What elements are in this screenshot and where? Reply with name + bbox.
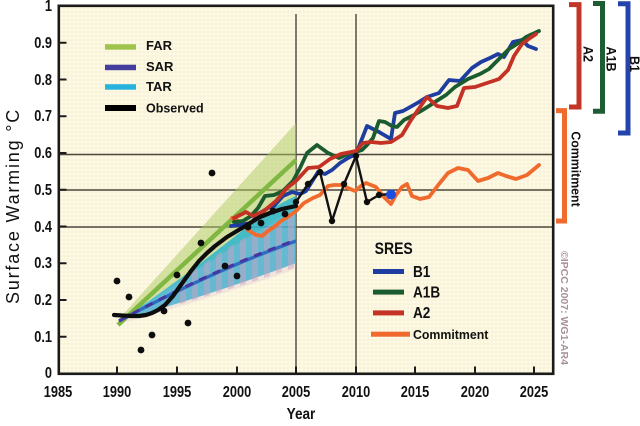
svg-text:0.6: 0.6 xyxy=(34,145,52,163)
svg-text:2010: 2010 xyxy=(342,384,370,402)
svg-text:Surface Warming °C: Surface Warming °C xyxy=(3,108,23,304)
svg-text:SAR: SAR xyxy=(146,59,174,74)
svg-text:B1: B1 xyxy=(413,264,430,281)
svg-text:A1B: A1B xyxy=(413,285,440,302)
svg-text:Year: Year xyxy=(287,406,316,421)
svg-text:2000: 2000 xyxy=(223,384,251,402)
svg-text:©IPCC 2007: WG1-AR4: ©IPCC 2007: WG1-AR4 xyxy=(558,251,570,365)
svg-text:1: 1 xyxy=(45,0,52,15)
svg-text:A2: A2 xyxy=(413,305,430,322)
svg-text:0.1: 0.1 xyxy=(34,329,52,347)
svg-text:0.3: 0.3 xyxy=(34,255,52,273)
svg-text:FAR: FAR xyxy=(146,38,173,53)
svg-text:A1B: A1B xyxy=(603,46,619,71)
svg-text:0.9: 0.9 xyxy=(34,35,52,53)
svg-text:2005: 2005 xyxy=(282,384,310,402)
svg-text:0.7: 0.7 xyxy=(34,108,52,126)
svg-text:B1: B1 xyxy=(627,56,640,73)
svg-text:0: 0 xyxy=(45,365,52,383)
svg-text:0.4: 0.4 xyxy=(34,219,52,237)
svg-text:0.5: 0.5 xyxy=(34,182,52,200)
svg-text:TAR: TAR xyxy=(146,79,172,94)
svg-text:Commitment: Commitment xyxy=(413,328,489,342)
svg-text:2020: 2020 xyxy=(461,384,489,402)
svg-text:0.8: 0.8 xyxy=(34,72,52,90)
svg-text:1990: 1990 xyxy=(103,384,131,402)
svg-text:A2: A2 xyxy=(580,46,596,62)
svg-text:Commitment: Commitment xyxy=(568,131,582,207)
svg-text:1985: 1985 xyxy=(44,384,72,402)
svg-text:0.2: 0.2 xyxy=(34,292,52,310)
svg-text:2025: 2025 xyxy=(520,384,548,402)
svg-text:2015: 2015 xyxy=(401,384,429,402)
svg-text:1995: 1995 xyxy=(163,384,191,402)
svg-text:SRES: SRES xyxy=(375,240,413,258)
svg-text:Observed: Observed xyxy=(146,102,204,116)
